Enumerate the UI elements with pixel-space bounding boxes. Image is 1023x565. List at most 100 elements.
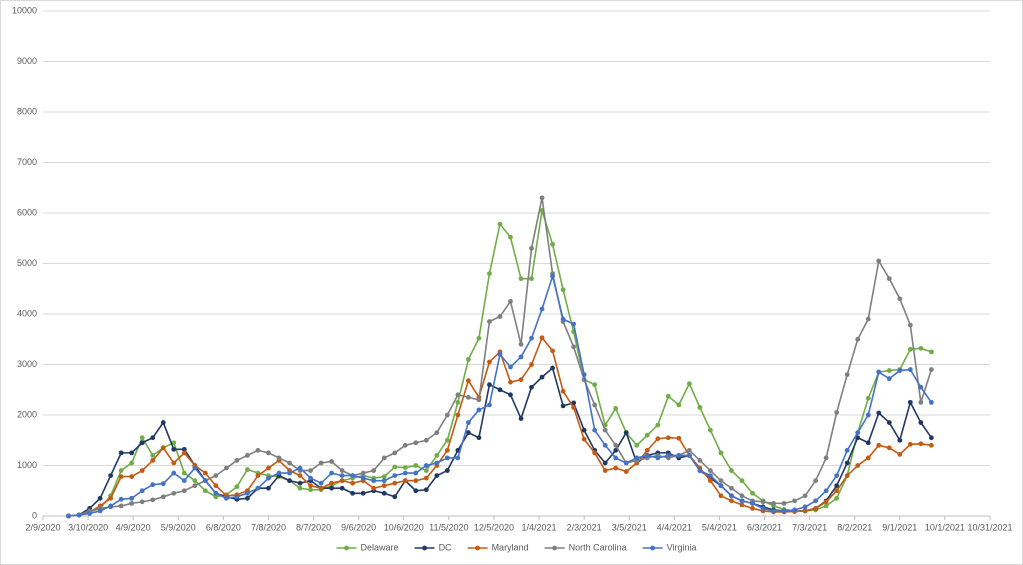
data-point bbox=[508, 364, 513, 370]
data-point bbox=[508, 392, 513, 398]
data-point bbox=[497, 314, 503, 319]
data-point bbox=[855, 435, 861, 441]
data-point bbox=[171, 490, 177, 496]
data-point bbox=[202, 488, 208, 494]
data-point bbox=[739, 498, 745, 504]
data-point bbox=[539, 306, 545, 312]
data-point bbox=[855, 430, 861, 436]
data-point bbox=[266, 485, 271, 491]
data-point bbox=[308, 487, 313, 493]
data-point bbox=[739, 502, 745, 508]
data-point bbox=[266, 475, 271, 481]
data-point bbox=[823, 499, 829, 505]
data-point bbox=[150, 453, 156, 458]
y-tick-label: 7000 bbox=[17, 157, 37, 167]
data-point bbox=[676, 402, 682, 408]
data-point bbox=[423, 437, 429, 443]
data-point bbox=[844, 372, 850, 377]
data-point bbox=[802, 508, 808, 514]
data-point bbox=[865, 440, 871, 446]
data-point bbox=[655, 455, 661, 461]
data-point bbox=[423, 475, 429, 481]
data-point bbox=[97, 495, 103, 501]
data-point bbox=[876, 442, 882, 448]
data-point bbox=[192, 478, 198, 484]
data-point bbox=[329, 470, 335, 476]
data-point bbox=[886, 376, 892, 382]
y-tick-label: 3000 bbox=[17, 359, 37, 369]
data-point bbox=[118, 468, 124, 473]
data-point bbox=[318, 485, 324, 491]
data-point bbox=[402, 470, 408, 476]
data-point bbox=[665, 435, 671, 441]
x-tick-label: 5/9/2020 bbox=[161, 522, 196, 532]
data-point bbox=[623, 430, 629, 436]
data-point bbox=[339, 478, 345, 484]
data-point bbox=[581, 427, 587, 433]
data-point bbox=[360, 470, 366, 476]
data-point bbox=[497, 352, 503, 357]
x-tick-label: 7/3/2021 bbox=[792, 522, 827, 532]
data-point bbox=[139, 499, 145, 505]
data-point bbox=[897, 296, 903, 302]
data-point bbox=[192, 465, 198, 471]
data-point bbox=[392, 480, 398, 486]
data-point bbox=[318, 460, 324, 466]
data-point bbox=[392, 494, 398, 500]
legend: Delaware DC Maryland North Carolina Virginia bbox=[336, 542, 696, 552]
data-point bbox=[66, 513, 71, 519]
data-point bbox=[581, 436, 587, 442]
data-point bbox=[760, 506, 766, 511]
data-point bbox=[897, 368, 903, 373]
data-point bbox=[97, 508, 103, 514]
data-point bbox=[708, 468, 713, 473]
data-point bbox=[108, 473, 114, 478]
x-tick-label: 10/1/2021 bbox=[925, 522, 965, 532]
data-point bbox=[781, 500, 787, 506]
data-point bbox=[897, 437, 903, 443]
data-point bbox=[855, 463, 861, 468]
data-point bbox=[213, 490, 219, 496]
data-point bbox=[644, 432, 650, 438]
data-point bbox=[181, 450, 187, 456]
data-point bbox=[444, 447, 450, 453]
data-point bbox=[276, 455, 282, 461]
data-point bbox=[297, 485, 303, 491]
data-point bbox=[371, 468, 377, 473]
data-point bbox=[907, 367, 913, 372]
data-point bbox=[834, 410, 840, 415]
data-point bbox=[865, 395, 871, 401]
data-point bbox=[150, 435, 156, 441]
data-point bbox=[750, 490, 755, 496]
data-point bbox=[739, 493, 745, 499]
data-point bbox=[255, 485, 261, 491]
data-point bbox=[171, 460, 177, 466]
data-point bbox=[907, 399, 913, 405]
data-point bbox=[655, 422, 661, 428]
data-point bbox=[413, 470, 419, 476]
data-point bbox=[876, 258, 882, 264]
data-point bbox=[455, 392, 461, 398]
data-point bbox=[623, 460, 629, 466]
legend-marker bbox=[475, 545, 480, 551]
data-point bbox=[729, 498, 734, 504]
y-tick-label: 0 bbox=[32, 510, 37, 520]
data-point bbox=[834, 488, 840, 494]
data-point bbox=[276, 470, 282, 476]
data-point bbox=[529, 245, 534, 251]
data-point bbox=[308, 483, 313, 489]
data-point bbox=[550, 273, 555, 279]
data-point bbox=[865, 316, 871, 322]
legend-marker bbox=[552, 545, 557, 551]
x-tick-label: 7/8/2020 bbox=[251, 522, 286, 532]
data-point bbox=[602, 427, 608, 433]
data-point bbox=[150, 482, 156, 488]
data-point bbox=[834, 495, 840, 501]
data-point bbox=[455, 399, 461, 405]
data-point bbox=[928, 442, 934, 448]
x-tick-label: 10/6/2020 bbox=[384, 522, 424, 532]
data-point bbox=[381, 478, 387, 484]
data-point bbox=[865, 455, 871, 461]
y-tick-label: 2000 bbox=[17, 409, 37, 419]
